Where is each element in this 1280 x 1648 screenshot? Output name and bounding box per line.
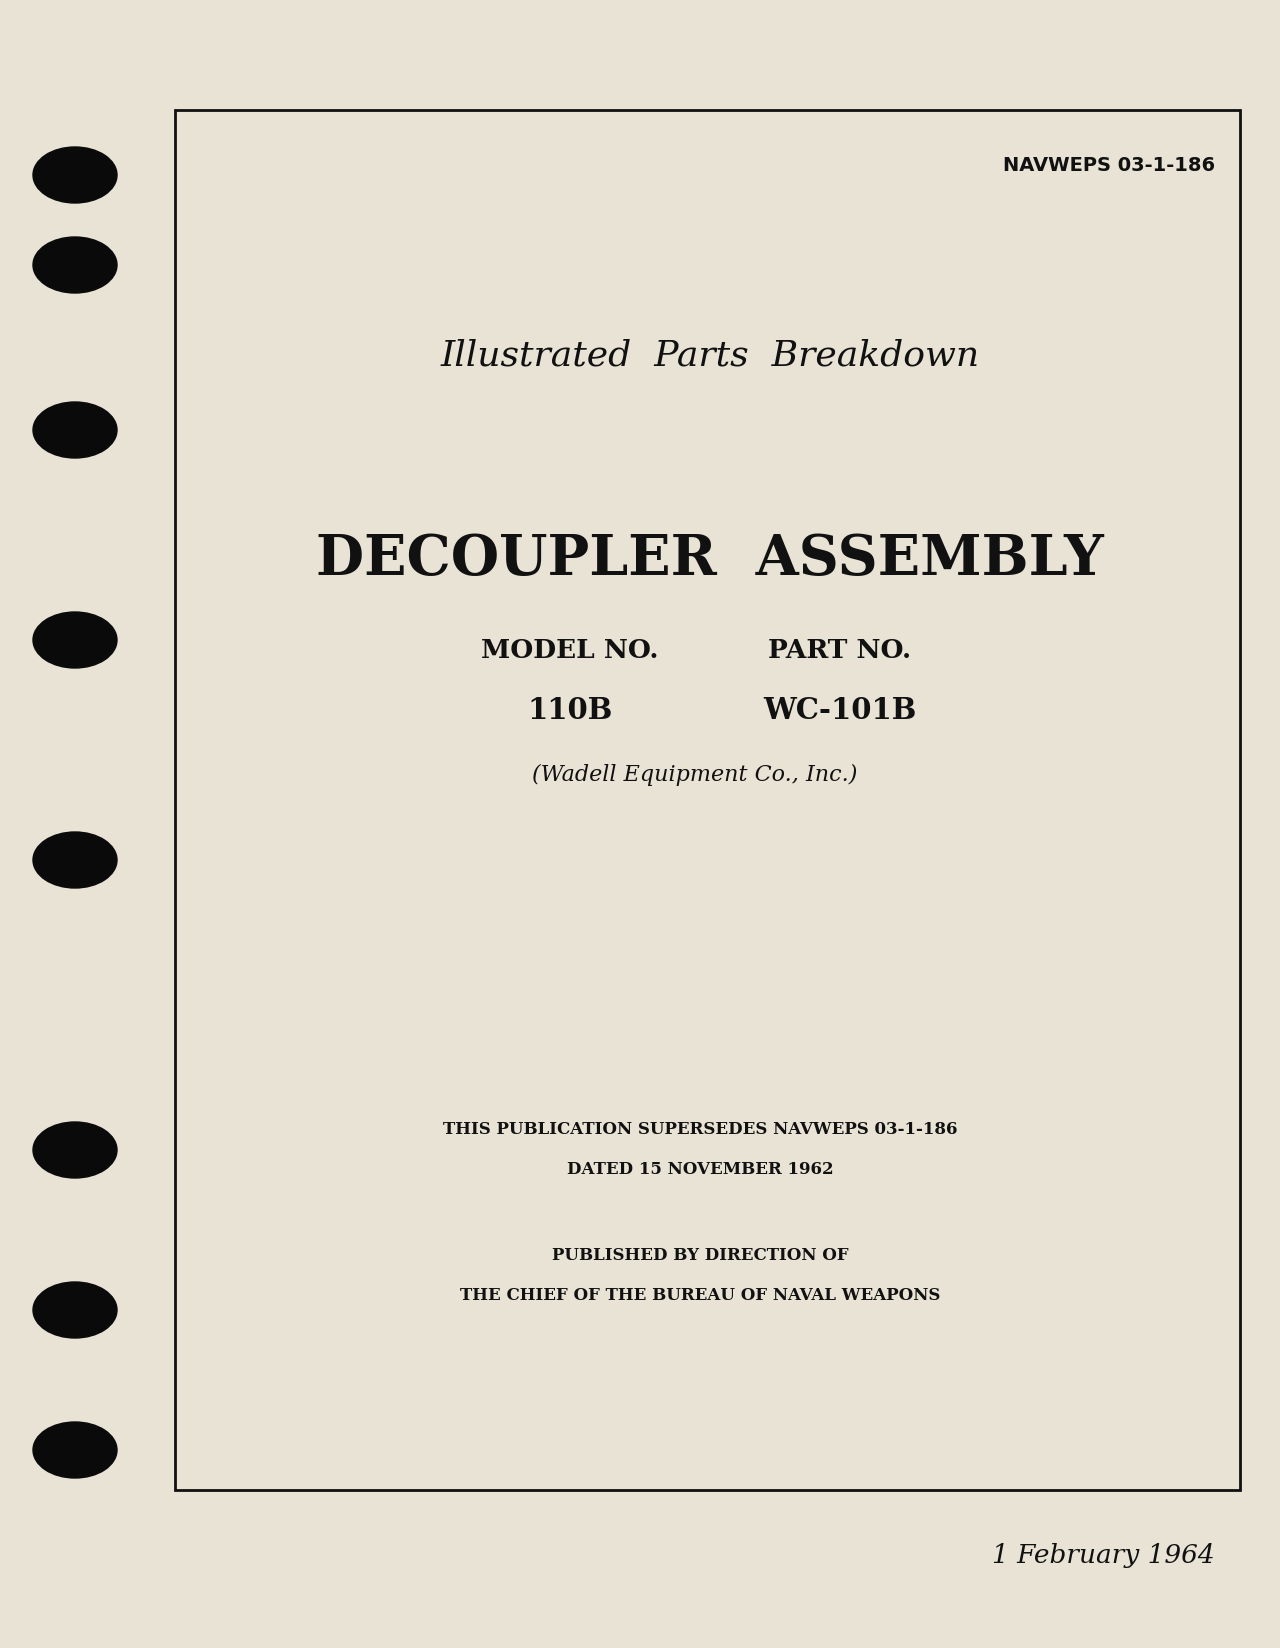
Ellipse shape (33, 147, 116, 203)
Ellipse shape (33, 1122, 116, 1178)
Text: 110B: 110B (527, 695, 613, 725)
Ellipse shape (33, 237, 116, 293)
Text: 1 February 1964: 1 February 1964 (992, 1543, 1215, 1567)
Text: PUBLISHED BY DIRECTION OF: PUBLISHED BY DIRECTION OF (552, 1246, 849, 1264)
Ellipse shape (33, 611, 116, 667)
Text: DECOUPLER  ASSEMBLY: DECOUPLER ASSEMBLY (316, 532, 1103, 587)
Text: PART NO.: PART NO. (768, 638, 911, 662)
Text: THIS PUBLICATION SUPERSEDES NAVWEPS 03-1-186: THIS PUBLICATION SUPERSEDES NAVWEPS 03-1… (443, 1122, 957, 1139)
Text: MODEL NO.: MODEL NO. (481, 638, 659, 662)
Ellipse shape (33, 832, 116, 888)
Bar (175, 110, 1240, 1490)
Ellipse shape (33, 1282, 116, 1338)
Text: (Wadell Equipment Co., Inc.): (Wadell Equipment Co., Inc.) (532, 765, 858, 786)
Text: Illustrated  Parts  Breakdown: Illustrated Parts Breakdown (440, 338, 979, 372)
Text: WC-101B: WC-101B (763, 695, 916, 725)
Text: DATED 15 NOVEMBER 1962: DATED 15 NOVEMBER 1962 (567, 1162, 833, 1178)
Ellipse shape (33, 1422, 116, 1478)
Text: THE CHIEF OF THE BUREAU OF NAVAL WEAPONS: THE CHIEF OF THE BUREAU OF NAVAL WEAPONS (460, 1287, 941, 1304)
Text: NAVWEPS 03-1-186: NAVWEPS 03-1-186 (1002, 155, 1215, 175)
Ellipse shape (33, 402, 116, 458)
